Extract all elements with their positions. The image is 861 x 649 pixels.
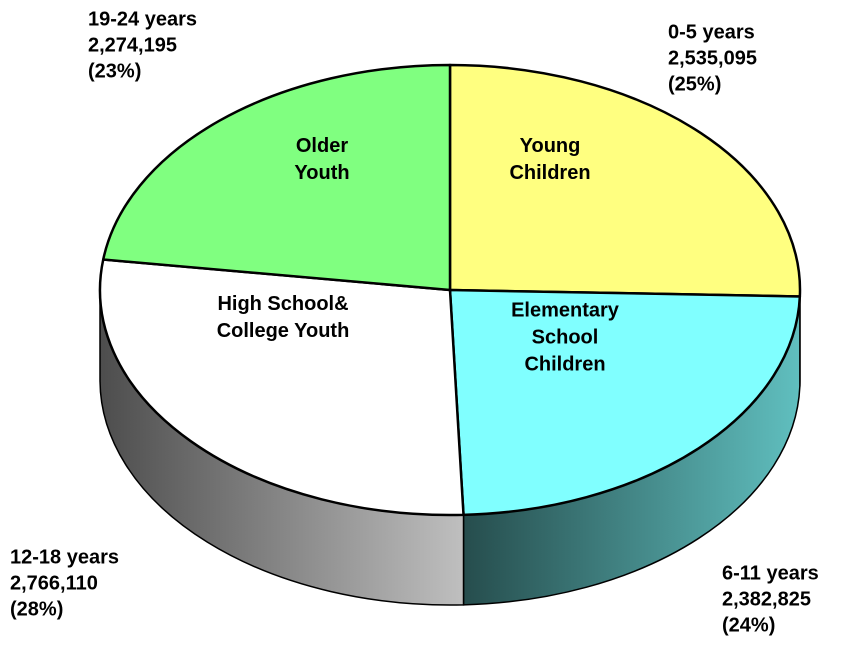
slice-name: School <box>532 326 599 348</box>
pie-slice <box>98 258 465 517</box>
slice-name: Young <box>520 135 581 157</box>
percent-label: (23%) <box>88 60 141 82</box>
pie-slice <box>448 288 802 517</box>
slice-name: High School& <box>217 293 348 315</box>
pie-slice <box>448 63 802 298</box>
value-label: 2,535,095 <box>668 47 757 69</box>
slice-name: Youth <box>294 162 349 184</box>
slice-name: Older <box>296 135 348 157</box>
slice-name: Children <box>524 353 605 375</box>
category-label: 19-24 years <box>88 8 197 30</box>
category-label: 0-5 years <box>668 21 755 43</box>
value-label: 2,766,110 <box>10 572 98 594</box>
percent-label: (24%) <box>722 614 775 636</box>
pie-slice <box>101 63 452 292</box>
value-label: 2,382,825 <box>722 588 811 610</box>
category-label: 6-11 years <box>722 562 819 584</box>
slice-name: College Youth <box>217 320 350 342</box>
value-label: 2,274,195 <box>88 34 177 56</box>
category-label: 12-18 years <box>10 546 119 568</box>
percent-label: (25%) <box>668 73 721 95</box>
percent-label: (28%) <box>10 598 63 620</box>
slice-name: Elementary <box>511 299 620 321</box>
slice-name: Children <box>509 162 590 184</box>
